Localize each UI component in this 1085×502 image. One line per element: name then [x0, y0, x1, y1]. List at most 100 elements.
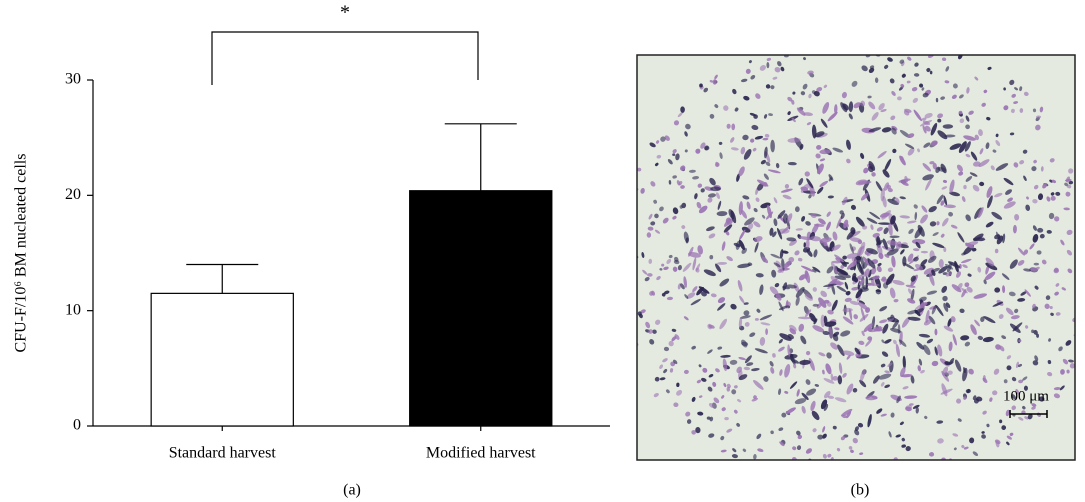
cell	[753, 379, 764, 390]
cell	[1035, 124, 1041, 131]
cell	[654, 376, 660, 382]
cell	[692, 176, 700, 180]
cell	[837, 375, 843, 385]
cell	[791, 99, 795, 105]
cell	[759, 284, 764, 295]
cell	[1011, 376, 1017, 382]
cell	[794, 206, 800, 213]
cell	[947, 370, 953, 375]
cell	[974, 134, 980, 141]
cell	[778, 388, 782, 396]
cell	[887, 187, 893, 193]
cell	[920, 214, 928, 224]
cell	[964, 282, 970, 288]
cell	[941, 57, 947, 62]
cell	[765, 84, 771, 89]
cell	[1038, 396, 1045, 402]
cell	[884, 254, 890, 258]
cell	[882, 323, 889, 334]
cell	[691, 345, 696, 350]
cell	[863, 323, 873, 333]
cell	[796, 388, 800, 397]
cell	[757, 183, 764, 191]
cell	[868, 161, 876, 171]
cell	[977, 207, 984, 218]
cell	[985, 262, 998, 271]
cell	[846, 158, 851, 164]
cell	[842, 196, 848, 206]
cell	[943, 195, 948, 206]
cell	[811, 90, 816, 95]
cell	[823, 391, 831, 399]
cell	[765, 211, 774, 220]
cell	[944, 134, 956, 138]
cell	[1034, 355, 1039, 362]
cell	[968, 110, 974, 115]
cell	[882, 169, 890, 178]
cell	[1020, 291, 1027, 296]
cell	[936, 221, 940, 226]
cell	[930, 122, 938, 136]
cell	[812, 325, 825, 333]
cell	[620, 202, 627, 209]
cell	[861, 65, 868, 72]
cell	[730, 147, 739, 151]
cell	[770, 85, 775, 90]
cell	[792, 91, 796, 95]
cell	[1022, 405, 1026, 410]
cell	[952, 433, 959, 437]
scale-bar-label: 100 μm	[1003, 388, 1049, 404]
cell	[958, 171, 964, 176]
cell	[786, 284, 798, 289]
cell	[986, 186, 993, 198]
cell	[743, 366, 751, 371]
cell	[765, 161, 771, 167]
cell	[775, 293, 782, 301]
cell	[649, 339, 655, 345]
cell	[990, 165, 995, 171]
cell	[852, 437, 858, 444]
cell	[945, 66, 950, 72]
cell	[1053, 393, 1061, 399]
cell	[892, 279, 905, 286]
cell	[919, 83, 924, 88]
cell	[1044, 303, 1050, 309]
cell	[940, 233, 945, 238]
cell	[704, 145, 710, 151]
cell	[730, 210, 737, 224]
cell	[1018, 339, 1022, 343]
cell	[905, 446, 911, 452]
cell	[876, 226, 883, 232]
cell	[701, 377, 707, 382]
cell	[783, 260, 792, 269]
cell	[981, 431, 985, 434]
cell	[1039, 233, 1045, 239]
cell	[1011, 394, 1017, 400]
cell	[615, 243, 620, 249]
cell	[904, 143, 915, 149]
cell	[817, 434, 824, 440]
cell	[620, 237, 627, 244]
cell	[827, 395, 835, 399]
cell	[622, 290, 629, 295]
cell	[986, 423, 990, 428]
cell	[649, 291, 654, 296]
cell	[642, 269, 648, 275]
cell	[763, 376, 769, 382]
cell	[703, 269, 716, 277]
cell	[743, 302, 749, 305]
cell	[944, 47, 948, 53]
cell	[1046, 196, 1051, 202]
cell	[736, 423, 740, 427]
cell	[707, 193, 716, 198]
cell	[831, 244, 841, 251]
cell	[906, 464, 913, 469]
cell	[792, 446, 797, 451]
cell	[1048, 338, 1051, 342]
cell	[723, 105, 729, 111]
cell	[787, 344, 791, 357]
cell	[641, 251, 645, 259]
cell	[1054, 291, 1059, 296]
cell	[834, 327, 840, 331]
cell	[922, 478, 926, 482]
